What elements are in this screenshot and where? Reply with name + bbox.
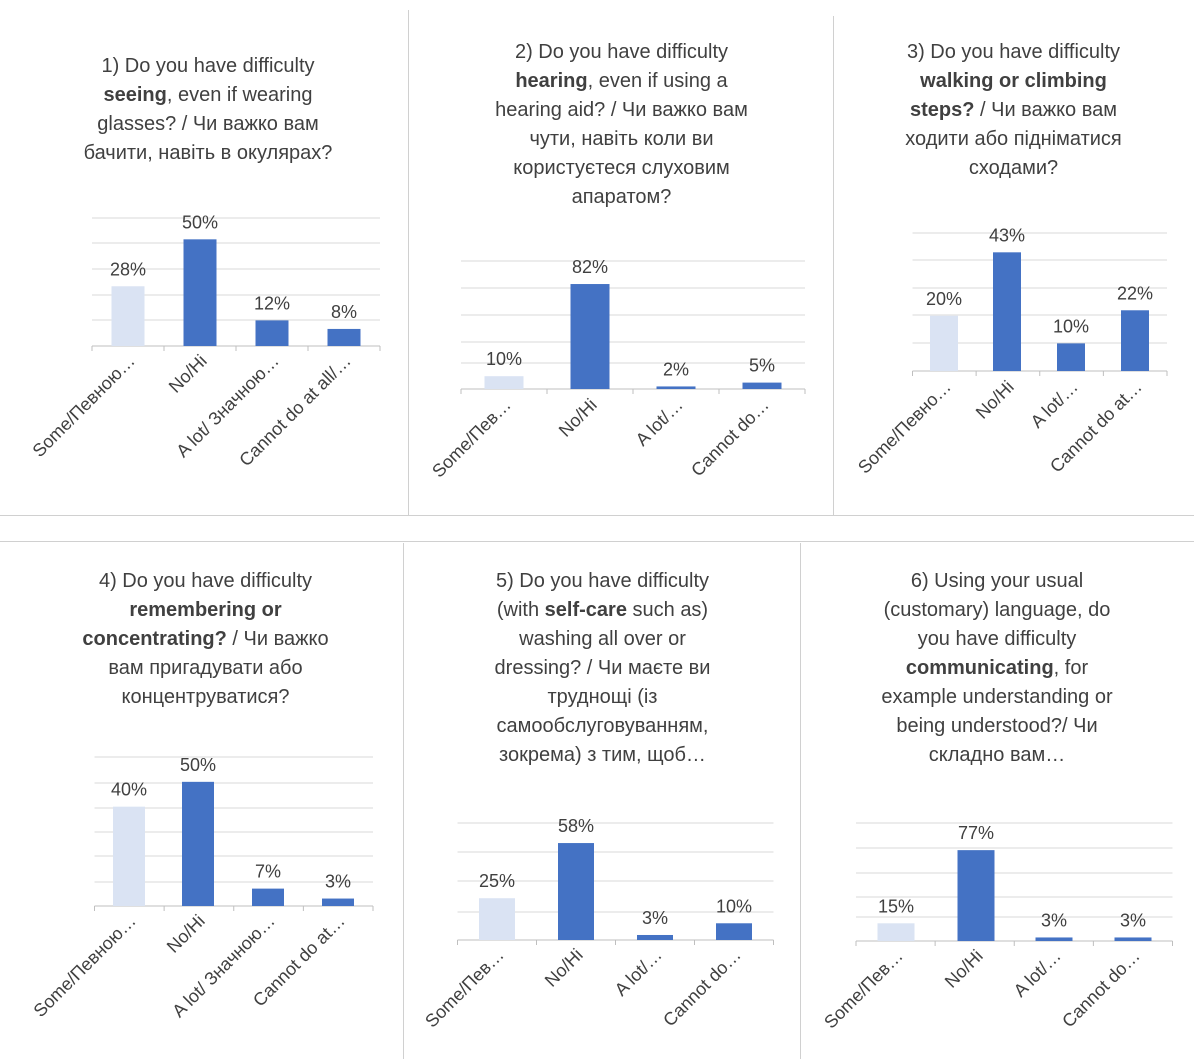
bar-chart-plot: 20%Some/Певно…43%No/Ні10%A lot/…22%Canno… (835, 16, 1192, 515)
chart-panel: 4) Do you have difficulty remembering or c… (8, 543, 403, 1054)
data-label: 3% (1041, 910, 1067, 930)
category-label: A lot/… (1010, 946, 1065, 1001)
category-label: Some/Пев… (820, 946, 907, 1033)
data-label: 3% (325, 872, 351, 892)
category-label: No/Ні (941, 946, 987, 992)
data-label: 7% (255, 862, 281, 882)
data-label: 3% (1120, 910, 1146, 930)
bar-chart-plot: 40%Some/Певною…50%No/Ні7%A lot/ Значною…… (8, 543, 403, 1054)
data-label: 5% (749, 356, 775, 376)
data-label: 25% (479, 871, 515, 891)
bar (743, 383, 782, 389)
chart-panel: 1) Do you have difficulty seeing, even if… (8, 10, 408, 515)
data-label: 82% (572, 257, 608, 277)
bar (1057, 343, 1085, 371)
category-label: Some/Пев… (421, 945, 508, 1032)
chart-panel: 5) Do you have difficulty (with self-care… (405, 543, 800, 1054)
data-label: 10% (1053, 316, 1089, 336)
data-label: 50% (182, 212, 218, 232)
bar (558, 843, 594, 940)
category-label: Cannot do… (659, 945, 745, 1031)
category-label: No/Ні (163, 911, 209, 957)
data-label: 10% (486, 349, 522, 369)
bar (1036, 937, 1073, 941)
bar (571, 284, 610, 389)
category-label: Some/Певно… (854, 377, 955, 478)
bar (1115, 937, 1152, 941)
category-label: No/Ні (555, 395, 601, 441)
category-label: Cannot do… (687, 395, 773, 481)
data-label: 3% (642, 908, 668, 928)
data-label: 15% (878, 896, 914, 916)
panel-divider (403, 543, 404, 1059)
bar (252, 889, 284, 906)
panel-divider (408, 10, 409, 515)
category-label: A lot/… (1027, 377, 1082, 432)
bar-chart-plot: 25% Some/Пев… 58% No/Ні 3% A lot/… 10% Cannot d… (405, 543, 800, 1054)
category-label: Some/Певною… (29, 351, 139, 461)
panel-divider (0, 515, 1194, 516)
bar-chart-plot: 15% Some/Пев… 77% No/Ні 3% A lot/… 3% Cannot do… (802, 543, 1192, 1054)
bar (930, 316, 958, 371)
bar-chart-plot: 10% Some/Пев… 82% No/Ні 2% A lot/… 5% Cannot do… (410, 16, 833, 515)
bar (112, 286, 145, 346)
bar (993, 252, 1021, 371)
panel-divider (833, 16, 834, 515)
data-label: 10% (716, 896, 752, 916)
bar (113, 807, 145, 906)
chart-panel: 2) Do you have difficulty hearing, even i… (410, 16, 833, 515)
bar (637, 935, 673, 940)
data-label: 58% (558, 816, 594, 836)
bar (322, 899, 354, 906)
bar (1121, 310, 1149, 371)
category-label: No/Ні (165, 351, 211, 397)
category-label: A lot/… (611, 945, 666, 1000)
category-label: Some/Певною… (30, 911, 140, 1021)
panel-divider (0, 541, 1194, 542)
bar (958, 850, 995, 941)
data-label: 20% (926, 289, 962, 309)
bar (256, 320, 289, 346)
data-label: 8% (331, 302, 357, 322)
bar (878, 923, 915, 941)
data-label: 77% (958, 823, 994, 843)
bar (657, 386, 696, 389)
data-label: 43% (989, 225, 1025, 245)
data-label: 12% (254, 293, 290, 313)
bar (328, 329, 361, 346)
bar (485, 376, 524, 389)
category-label: No/Ні (541, 945, 587, 991)
category-label: Some/Пев… (428, 395, 515, 482)
bar (716, 923, 752, 940)
bar (184, 239, 217, 346)
bar (182, 782, 214, 906)
data-label: 22% (1117, 283, 1153, 303)
bar (479, 898, 515, 940)
chart-panel: 3) Do you have difficulty walking or clim… (835, 16, 1192, 515)
category-label: Cannot do… (1058, 946, 1144, 1032)
category-label: A lot/… (632, 395, 687, 450)
data-label: 50% (180, 755, 216, 775)
data-label: 28% (110, 259, 146, 279)
panel-divider (800, 543, 801, 1059)
chart-panel: 6) Using your usual (customary) language,… (802, 543, 1192, 1054)
data-label: 2% (663, 359, 689, 379)
category-label: No/Ні (972, 377, 1018, 423)
data-label: 40% (111, 780, 147, 800)
